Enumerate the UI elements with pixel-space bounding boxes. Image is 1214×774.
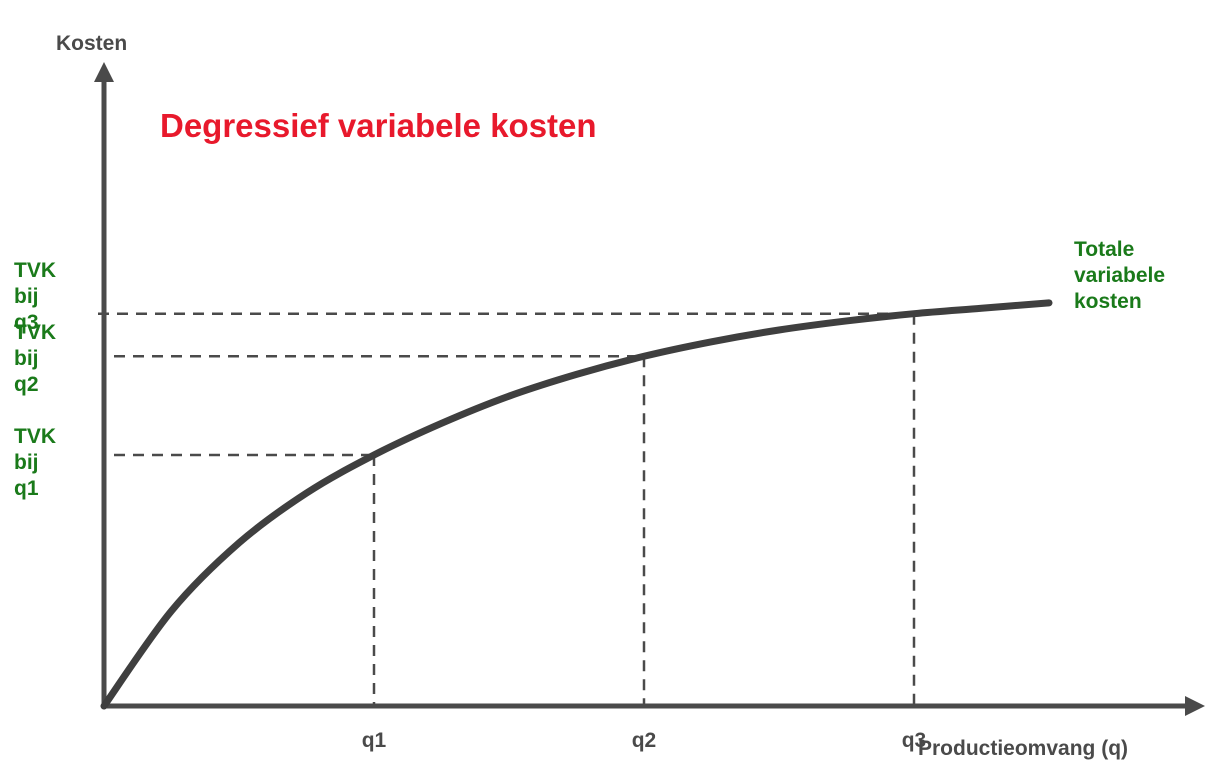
series-line-totale-variabele-kosten bbox=[100, 299, 1053, 710]
x-axis-arrowhead bbox=[1185, 696, 1205, 716]
y-tick-label-q1-line1: TVK bbox=[14, 425, 56, 448]
x-axis-label: Productieomvang (q) bbox=[918, 737, 1128, 760]
y-tick-label-q2-line3: q2 bbox=[14, 373, 39, 396]
y-tick-label-q1-line2: bij bbox=[14, 451, 39, 474]
y-tick-label-q2-line2: bij bbox=[14, 347, 39, 370]
x-tick-label-q2: q2 bbox=[632, 729, 657, 752]
x-tick-label-q1: q1 bbox=[362, 729, 387, 752]
y-tick-label-q3-line1: TVK bbox=[14, 259, 56, 282]
y-tick-label-q3-line2: bij bbox=[14, 285, 39, 308]
text-layer: Degressief variabele kosten Kosten Produ… bbox=[14, 32, 1165, 760]
y-tick-label-q2-line1: TVK bbox=[14, 321, 56, 344]
guide-lines bbox=[98, 312, 916, 706]
x-tick-label-q3: q3 bbox=[902, 729, 927, 752]
series-label-line3: kosten bbox=[1074, 290, 1142, 313]
series-label-line1: Totale bbox=[1074, 238, 1134, 261]
chart-title: Degressief variabele kosten bbox=[160, 107, 597, 144]
series-label-line2: variabele bbox=[1074, 264, 1165, 287]
y-tick-label-q1-line3: q1 bbox=[14, 477, 39, 500]
y-axis-arrowhead bbox=[94, 62, 114, 82]
axes bbox=[94, 62, 1205, 716]
y-tick-label-q3-line3: q3 bbox=[14, 311, 39, 334]
y-axis-label: Kosten bbox=[56, 32, 127, 55]
curve-layer bbox=[100, 299, 1053, 710]
